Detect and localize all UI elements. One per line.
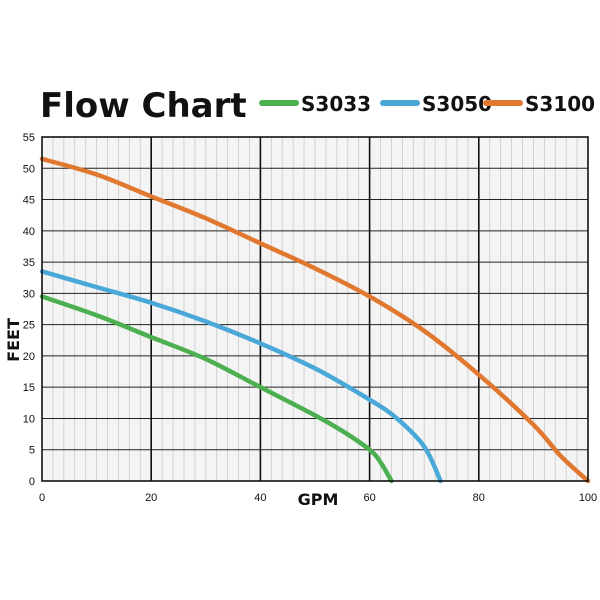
legend: S3033 S3050 S3100 [259, 92, 595, 116]
x-axis-title: GPM [298, 490, 339, 509]
chart-title: Flow Chart [40, 86, 247, 126]
x-tick-label: 80 [473, 492, 485, 504]
y-tick-label: 10 [23, 413, 35, 425]
y-tick-label: 40 [23, 226, 35, 238]
x-tick-label: 20 [145, 492, 157, 504]
y-tick-label: 15 [23, 382, 35, 394]
series-line-s3050 [39, 269, 443, 484]
x-tick-label: 100 [579, 492, 597, 504]
series-line-s3033 [39, 294, 394, 484]
x-axis-ticks: 0 20 40 60 80 100 [39, 492, 597, 504]
series-line-s3100 [39, 156, 591, 484]
y-tick-label: 30 [23, 288, 35, 300]
legend-label-s3100: S3100 [525, 92, 595, 116]
legend-label-s3050: S3050 [422, 92, 492, 116]
plot-border [41, 136, 589, 482]
y-tick-label: 55 [23, 132, 35, 144]
y-tick-label: 5 [29, 445, 35, 457]
y-axis-ticks: 0 5 10 15 20 25 30 35 40 45 50 55 [23, 132, 35, 488]
x-tick-label: 60 [363, 492, 375, 504]
y-tick-label: 0 [29, 476, 35, 488]
y-tick-label: 45 [23, 195, 35, 207]
x-tick-label: 0 [39, 492, 45, 504]
plot-frame [41, 136, 589, 482]
y-tick-label: 35 [23, 257, 35, 269]
y-tick-label: 25 [23, 320, 35, 332]
legend-label-s3033: S3033 [301, 92, 371, 116]
y-tick-label: 50 [23, 163, 35, 175]
y-axis-title: FEET [4, 318, 23, 362]
series-lines [39, 156, 591, 484]
x-tick-label: 40 [254, 492, 266, 504]
y-tick-label: 20 [23, 351, 35, 363]
